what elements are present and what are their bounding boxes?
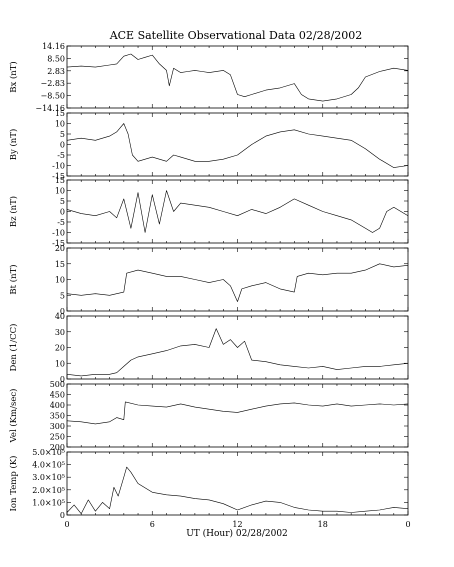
x-tick-label: 18 [318,520,328,529]
panels-group: 14.16 8.50 2.83 −2.83 −8.50 −14.16 Bx (nT) 15 10… [8,42,409,520]
y-tick-label: 10 [55,120,65,129]
y-tick-label: 450 [50,391,65,400]
y-axis-label: Vel (Km/sec) [8,389,19,444]
y-tick-label: 250 [50,433,65,442]
y-tick-label: 5 [60,197,65,206]
y-axis-label: Den (1/CC) [8,324,19,372]
panel-frame [66,383,409,448]
series-line [66,328,409,377]
y-tick-label: −2.83 [40,79,65,88]
chart-title: ACE Satellite Observational Data 02/28/2… [109,29,363,42]
y-tick-label: 400 [50,401,65,410]
y-tick-label: 0 [60,375,65,384]
y-axis-label: Bt (nT) [8,264,19,294]
y-tick-label: 0 [60,141,65,150]
series-line [66,401,409,425]
x-tick-label: 12 [232,520,242,529]
panel-3: 20 15 10 5 0 Bt (nT) [8,244,409,316]
panel-2: 15 105 0-5 -10-15 Bz (nT) [8,176,409,248]
y-tick-label: -5 [57,218,65,227]
y-tick-label: 20 [55,344,65,353]
panel-frame [66,45,409,109]
y-tick-label: 40 [55,312,65,321]
y-tick-label: 5 [60,291,65,300]
y-tick-label: 30 [55,328,65,337]
y-axis-label: Ion Temp (K) [8,456,19,512]
panel-frame [66,112,409,177]
y-tick-label: 2.0×10⁵ [32,486,65,495]
y-tick-label: -5 [57,151,65,160]
y-tick-label: 2.83 [47,67,65,76]
panel-frame [66,179,409,244]
y-tick-label: 10 [55,359,65,368]
y-tick-label: -10 [52,162,65,171]
panel-0: 14.16 8.50 2.83 −2.83 −8.50 −14.16 Bx (nT) [8,42,409,113]
y-tick-label: -15 [52,239,65,248]
x-axis-label: UT (Hour) 02/28/2002 [186,528,288,539]
y-tick-label: 0 [60,511,65,520]
y-tick-label: 5.0×10⁵ [32,448,65,457]
y-tick-label: -10 [52,229,65,238]
y-tick-label: -15 [52,172,65,181]
y-tick-label: 300 [50,422,65,431]
panel-frame [66,451,409,516]
y-tick-label: 3.0×10⁵ [32,473,65,482]
panel-4: 40 30 20 10 0 Den (1/CC) [8,312,409,384]
y-tick-label: 350 [50,412,65,421]
y-tick-label: 15 [55,176,65,185]
y-tick-label: 15 [55,260,65,269]
y-tick-label: 500 [50,380,65,389]
y-tick-label: 20 [55,244,65,253]
x-tick-label: 6 [150,520,155,529]
y-tick-label: −14.16 [35,104,65,113]
series-line [66,53,409,102]
y-axis-label: Bx (nT) [8,61,19,93]
series-line [66,466,409,515]
y-tick-label: 0 [60,208,65,217]
y-tick-label: −8.50 [40,92,65,101]
y-axis-label: By (nT) [8,129,19,161]
x-tick-labels: 0 6 12 18 0 [64,520,410,529]
y-tick-label: 1.0×10⁵ [32,498,65,507]
x-tick-label: 0 [405,520,410,529]
y-tick-label: 4.0×10⁵ [32,461,65,470]
series-line [66,263,409,302]
y-tick-label: 5 [60,130,65,139]
y-tick-label: 8.50 [47,54,65,63]
panel-6: 5.0×10⁵ 4.0×10⁵ 3.0×10⁵ 2.0×10⁵ 1.0×10⁵ 0 Ion … [8,448,409,520]
series-line [66,123,409,168]
x-tick-label: 0 [64,520,69,529]
y-tick-label: 15 [55,109,65,118]
y-tick-label: 14.16 [42,42,65,51]
y-tick-label: 0 [60,307,65,316]
y-tick-label: 200 [50,443,65,452]
y-tick-label: 10 [55,276,65,285]
panel-1: 15 105 0-5 -10-15 By (nT) [8,109,409,181]
series-line [66,190,409,233]
y-tick-label: 10 [55,187,65,196]
y-axis-label: Bz (nT) [8,196,19,227]
